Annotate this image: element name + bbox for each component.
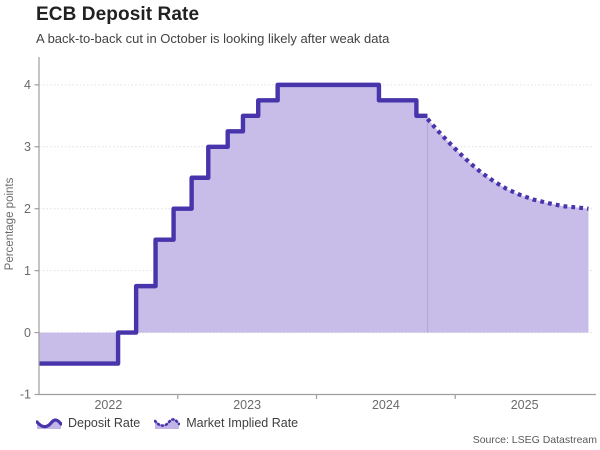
- deposit-rate-legend-icon: [36, 418, 62, 429]
- x-tick-label: 2023: [233, 398, 261, 412]
- deposit-rate-area: [39, 84, 428, 364]
- y-tick-label: 2: [24, 202, 31, 216]
- market-implied-legend-icon: [154, 418, 181, 429]
- x-tick-label: 2022: [94, 398, 122, 412]
- source-credit: Source: LSEG Datastream: [472, 434, 597, 446]
- legend-item-market-implied: Market Implied Rate: [154, 416, 298, 430]
- chart-subtitle: A back-to-back cut in October is looking…: [36, 31, 390, 46]
- y-axis-title: Percentage points: [4, 177, 16, 270]
- x-tick-label: 2025: [511, 398, 539, 412]
- legend-label-deposit-rate: Deposit Rate: [68, 416, 141, 430]
- y-tick-label: 0: [24, 326, 31, 340]
- y-tick-label: 3: [24, 140, 31, 154]
- y-tick-label: -1: [20, 388, 31, 402]
- chart-header: ECB Deposit Rate A back-to-back cut in O…: [36, 4, 590, 46]
- x-tick-label: 2024: [372, 398, 400, 412]
- market-implied-area: [427, 118, 589, 333]
- legend-label-market-implied: Market Implied Rate: [186, 416, 299, 430]
- legend-item-deposit-rate: Deposit Rate: [36, 416, 140, 430]
- chart-title: ECB Deposit Rate: [36, 4, 200, 25]
- y-tick-label: 4: [24, 78, 31, 92]
- legend: Deposit Rate Market Implied Rate: [36, 416, 298, 430]
- y-tick-label: 1: [24, 264, 31, 278]
- market-implied-line: [425, 117, 589, 211]
- deposit-rate-line: [39, 82, 428, 366]
